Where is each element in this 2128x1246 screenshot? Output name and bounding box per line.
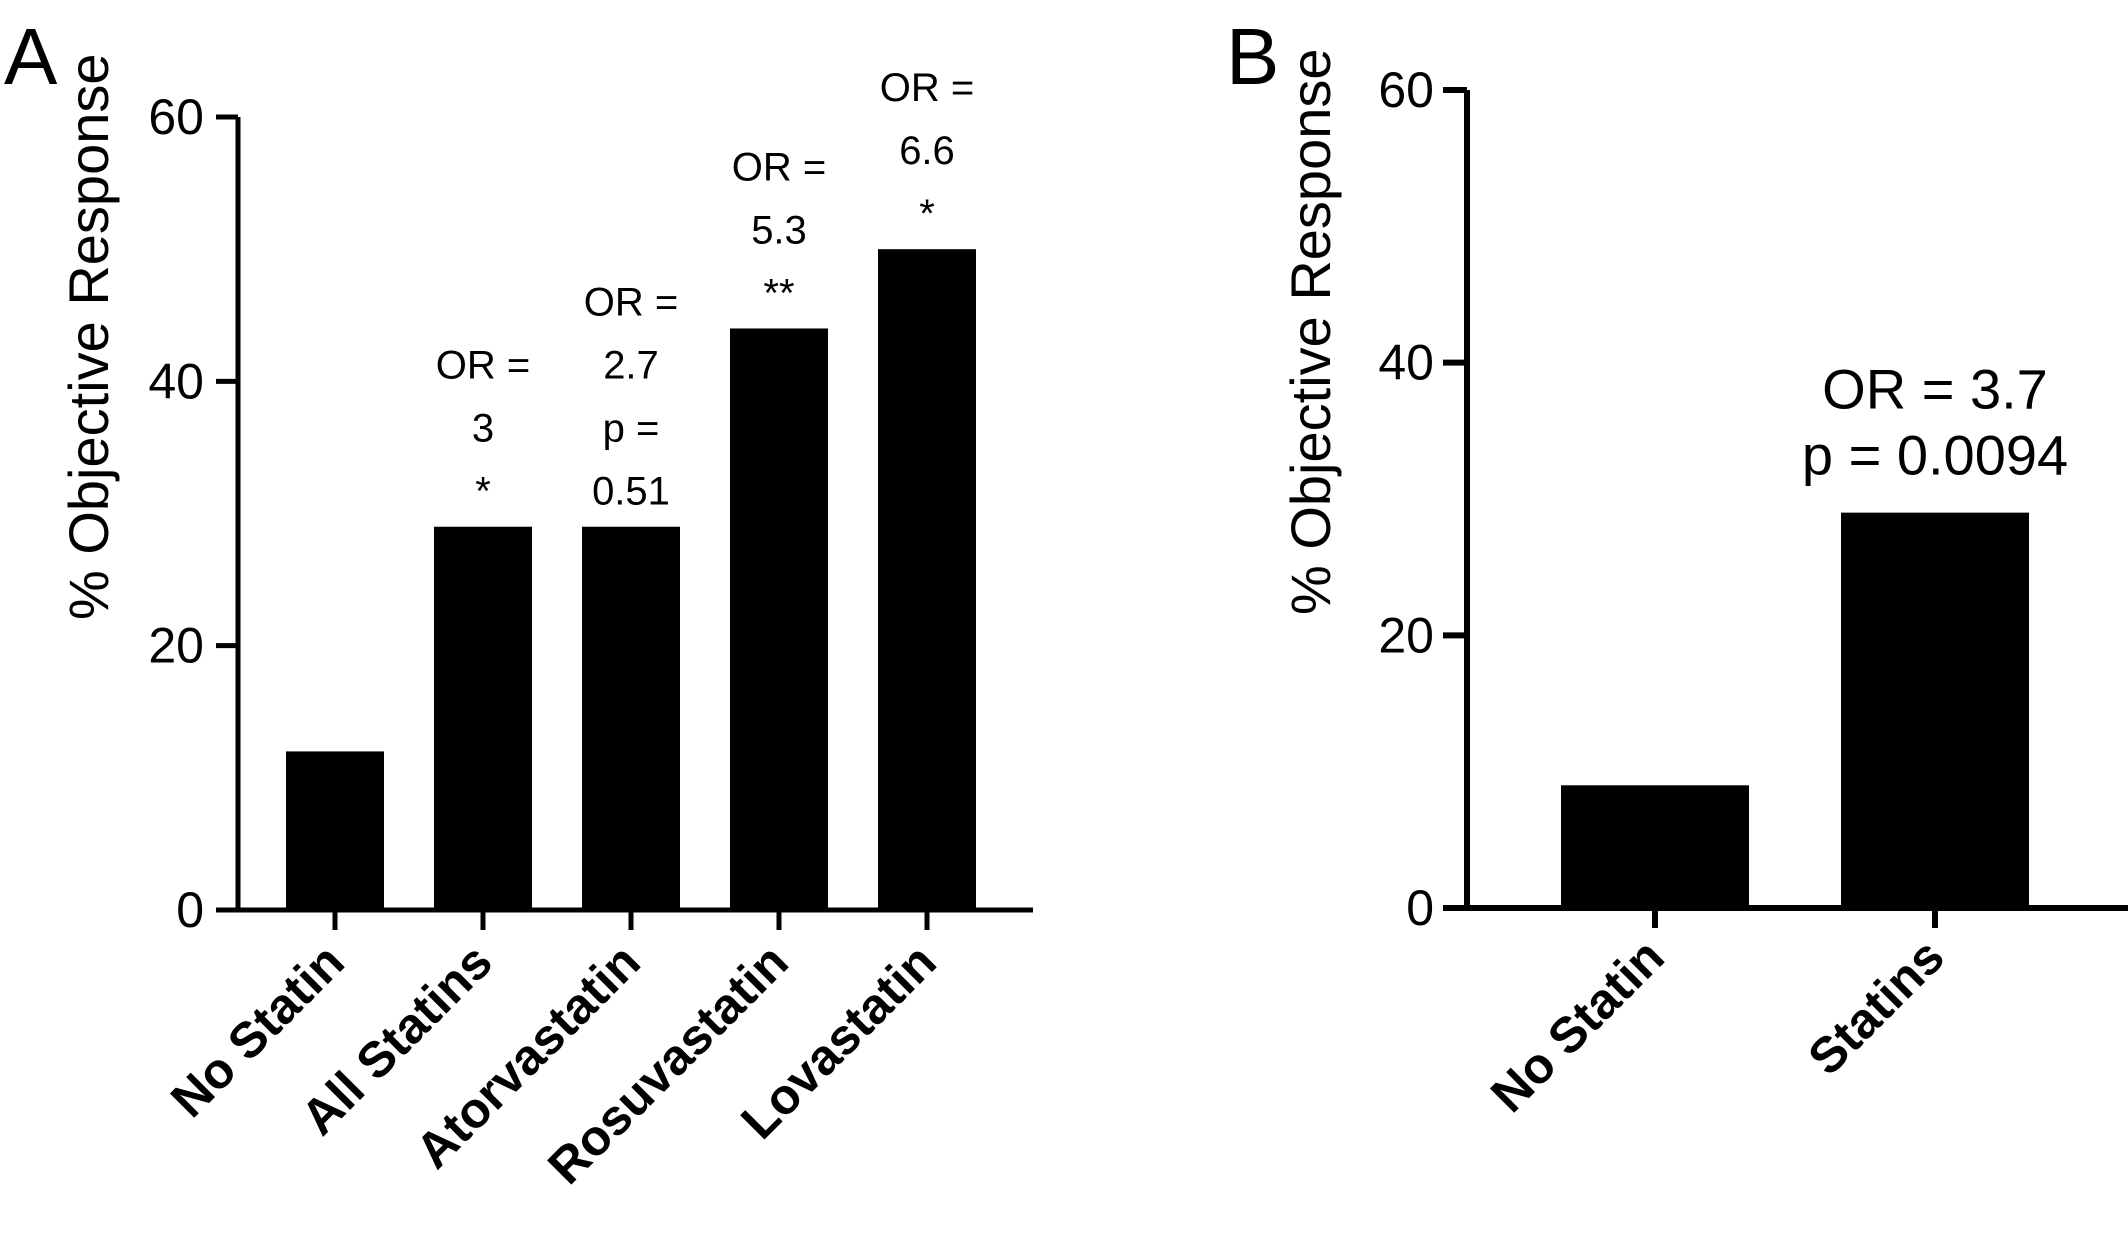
panel-a-bar-annotation: ** <box>763 271 794 315</box>
panel-a-bar-annotation: p = <box>603 407 660 451</box>
panel-a-y-axis-label: % Objective Response <box>57 53 120 620</box>
panel-a-bar <box>878 249 976 910</box>
panel-b-bar-annotation: p = 0.0094 <box>1802 424 2068 487</box>
panel-a-bar-annotation: 2.7 <box>603 344 659 388</box>
panel-b-bar-annotation: OR = 3.7 <box>1822 358 2048 421</box>
panel-b-letter: B <box>1226 12 1279 101</box>
panel-b-category-label: Statins <box>1797 928 1954 1085</box>
panel-a-bar-annotation: * <box>919 192 935 236</box>
panel-b-y-tick-label: 40 <box>1378 335 1434 391</box>
panel-a-y-tick-label: 0 <box>176 882 204 938</box>
panel-b-y-tick-label: 60 <box>1378 62 1434 118</box>
panel-b-y-tick-label: 20 <box>1378 607 1434 663</box>
panel-a-letter: A <box>4 12 58 101</box>
panel-a-y-tick-label: 40 <box>148 353 204 409</box>
panel-a-bar-annotation: OR = <box>436 344 530 388</box>
panel-a-bar <box>286 751 384 910</box>
panel-a-bar <box>582 526 680 910</box>
panel-b-bar <box>1561 785 1749 908</box>
panel-b-chart: B % Objective Response 0 20 40 60 No Statin S… <box>1226 12 2128 1123</box>
panel-a-bar-annotation: OR = <box>880 66 974 110</box>
panel-a-bar-annotation: OR = <box>732 145 826 189</box>
panel-a-bar-annotation: 6.6 <box>899 129 955 173</box>
panel-b-bar <box>1841 512 2029 908</box>
panel-a-bar <box>730 328 828 910</box>
panel-a-bar-annotation: 5.3 <box>751 208 807 252</box>
panel-a-bar-annotation: OR = <box>584 281 678 325</box>
panel-b-category-label: No Statin <box>1480 928 1675 1123</box>
panel-a-bar-annotation: 0.51 <box>592 470 670 514</box>
panel-a-bar-annotation: 3 <box>472 407 494 451</box>
panel-b-marks: 0 20 40 60 No Statin Statins OR = 3.7p = 0.009… <box>1378 62 2128 1123</box>
panel-b-y-tick-label: 0 <box>1406 880 1434 936</box>
panel-b-y-axis-label: % Objective Response <box>1279 48 1342 615</box>
panel-a-y-tick-label: 60 <box>148 89 204 145</box>
panel-a-y-tick-label: 20 <box>148 618 204 674</box>
panel-a-bar <box>434 526 532 910</box>
panel-a-bar-annotation: * <box>475 470 491 514</box>
